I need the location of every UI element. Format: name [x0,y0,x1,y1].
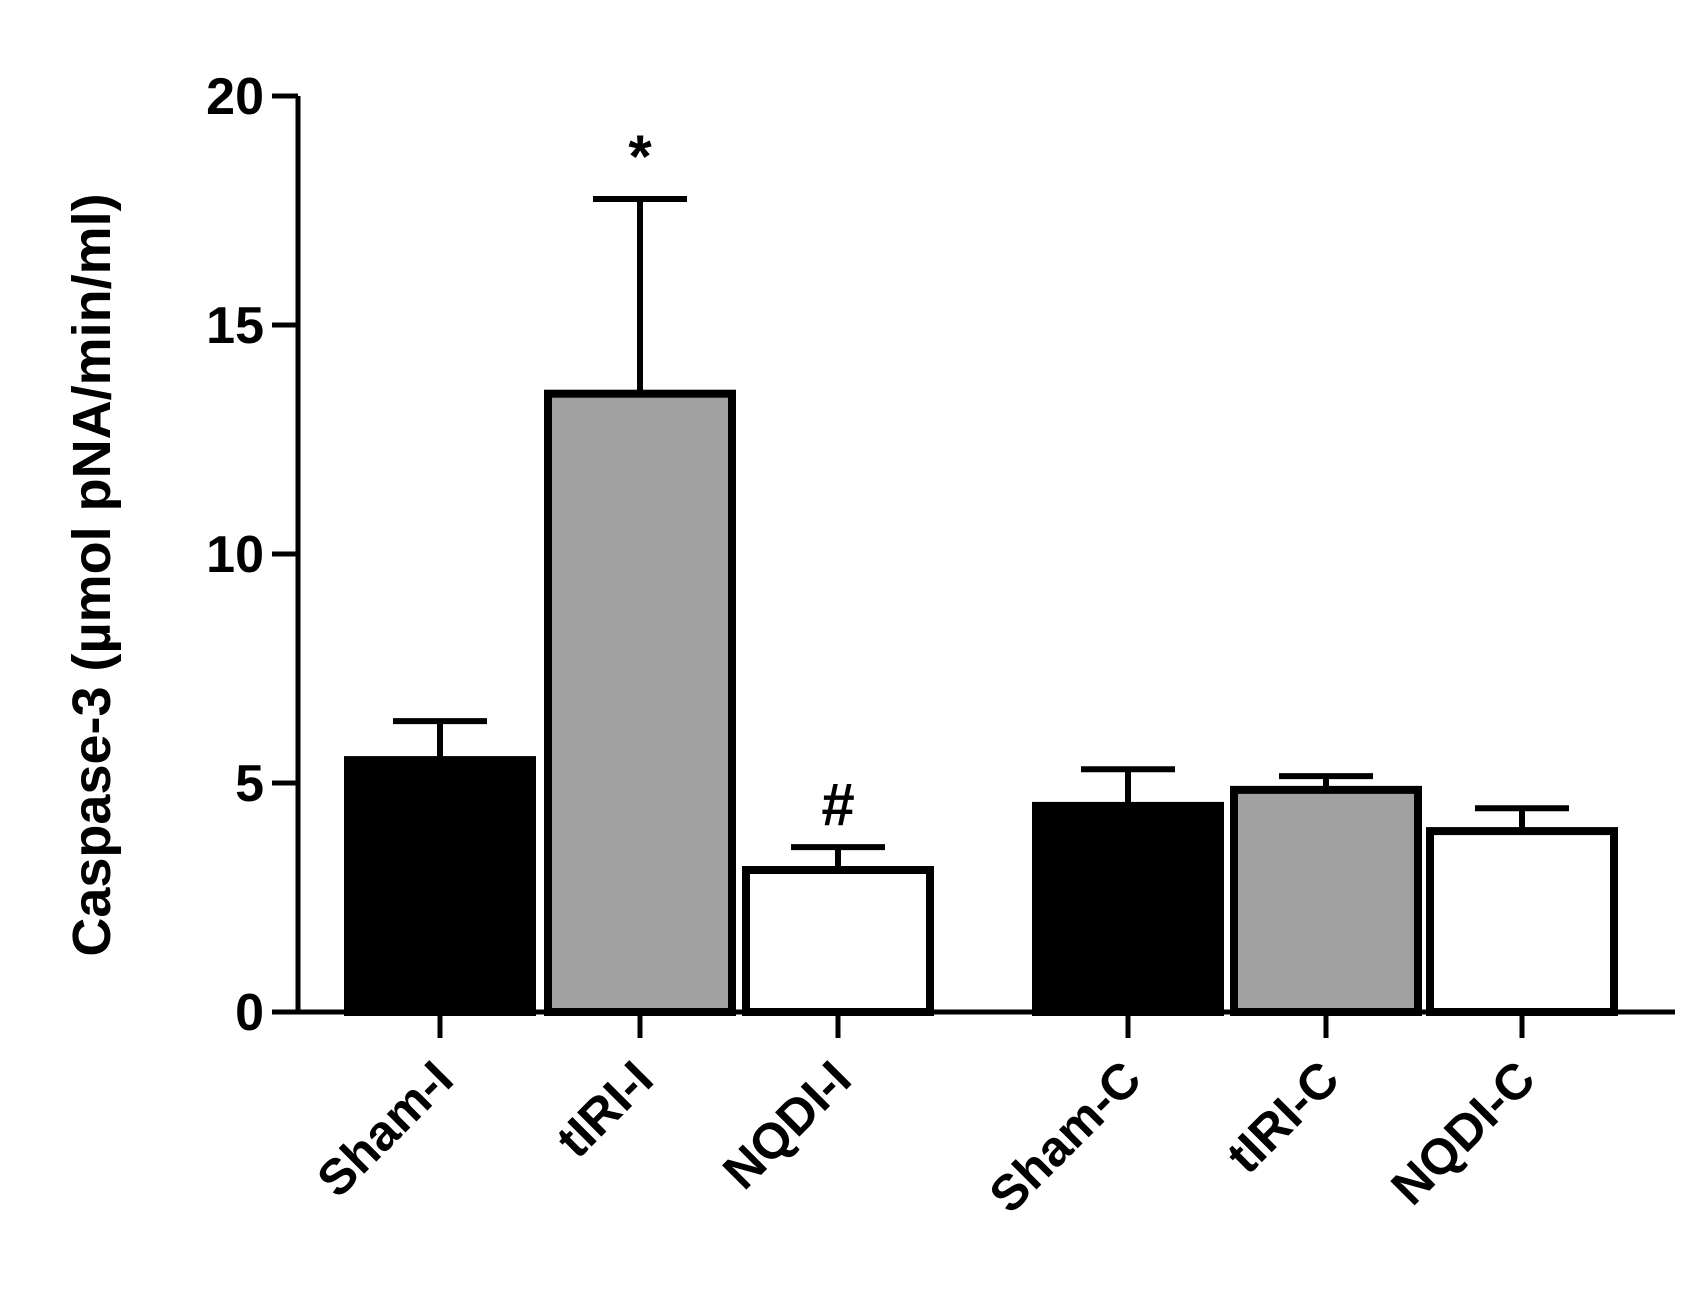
annotation-nqdi-i: # [821,771,854,838]
y-tick-label-0: 0 [235,984,264,1042]
x-tick-label-sham-c: Sham-C [979,1050,1152,1223]
y-tick-label-10: 10 [206,526,264,584]
y-axis-label: Caspase-3 (µmol pNA/min/ml) [62,193,122,956]
x-tick-label-nqdi-i: NQDI-I [712,1050,862,1200]
y-tick-label-15: 15 [206,297,264,355]
x-tick-label-nqdi-c: NQDI-C [1380,1050,1545,1215]
bar-tiri-i [544,389,736,1016]
bar-sham-i [344,756,536,1016]
annotation-tiri-i: * [628,123,652,190]
axes-layer: Sham-I tIRI-I NQDI-I Sham-C tIRI-C NQDI-C 0 5 10… [206,68,1675,1223]
bar-nqdi-i [742,866,934,1017]
x-tick-label-tiri-c: tIRI-C [1216,1050,1350,1184]
bar-sham-c [1032,801,1224,1017]
bar-nqdi-c [1426,827,1618,1017]
x-tick-label-sham-i: Sham-I [306,1050,463,1207]
bars-layer: *# [344,123,1618,1017]
bar-tiri-c [1230,785,1422,1016]
y-tick-label-20: 20 [206,68,264,126]
x-tick-label-tiri-i: tIRI-I [546,1050,664,1168]
y-tick-label-5: 5 [235,755,264,813]
